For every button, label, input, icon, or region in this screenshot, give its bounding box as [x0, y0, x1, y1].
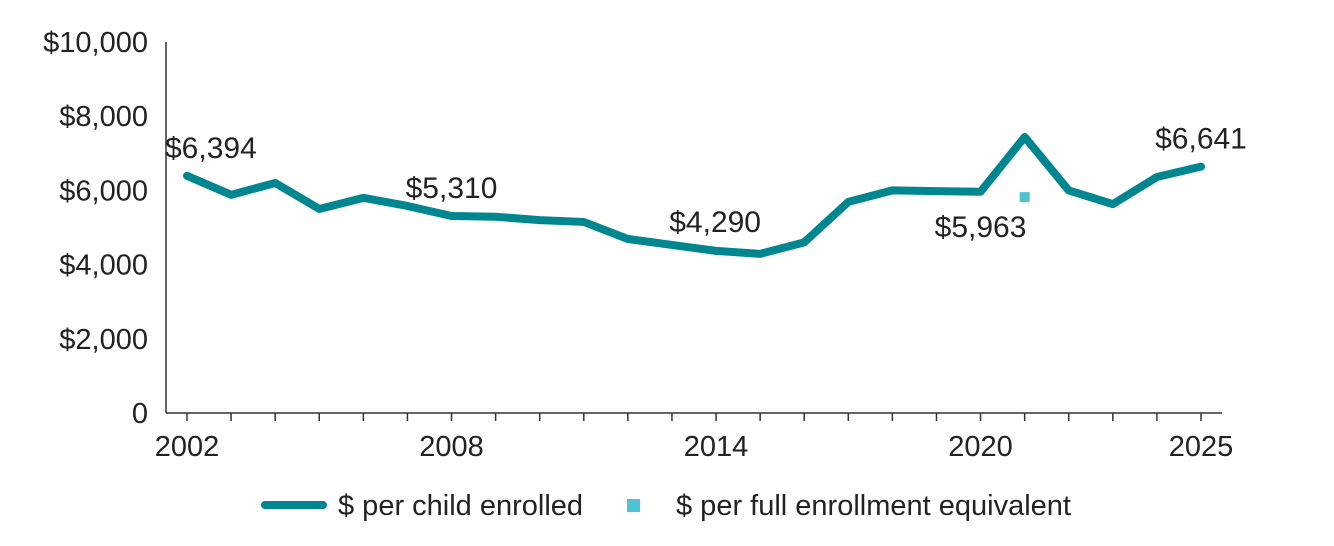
data-point-per-child [1067, 189, 1070, 192]
data-label: $6,641 [1155, 123, 1247, 156]
data-point-per-child [494, 215, 497, 218]
data-point-per-child [186, 174, 188, 177]
data-point-per-child [230, 193, 233, 196]
data-label: $6,394 [165, 132, 257, 165]
data-point-per-child [318, 207, 321, 210]
data-point-per-child [803, 241, 806, 244]
series-line-per-child [183, 132, 1205, 258]
data-point-per-child [935, 190, 938, 193]
data-label: $5,963 [935, 211, 1027, 244]
data-point-per-child [1200, 165, 1202, 168]
x-tick-label: 2002 [155, 431, 220, 463]
data-point-per-child [891, 189, 894, 192]
data-point-per-child [1155, 176, 1158, 179]
data-point-per-child [450, 214, 453, 217]
data-point-full-enrollment [1019, 192, 1030, 203]
y-tick-label: $10,000 [43, 27, 148, 59]
legend-label-full-enrollment: $ per full enrollment equivalent [676, 490, 1071, 522]
data-point-per-child [626, 238, 629, 241]
data-point-per-child [759, 252, 762, 255]
x-tick-label: 2025 [1169, 431, 1234, 463]
x-tick-label: 2008 [419, 431, 484, 463]
legend-label-per-child: $ per child enrolled [338, 490, 583, 522]
y-tick-label: $8,000 [59, 101, 148, 133]
data-point-per-child [847, 200, 850, 203]
data-label: $4,290 [669, 206, 761, 239]
y-tick-label: $2,000 [59, 324, 148, 356]
y-tick-label: 0 [132, 398, 148, 430]
data-label: $5,310 [406, 172, 498, 205]
data-point-per-child [1023, 135, 1026, 138]
legend-swatch-full-enrollment [627, 499, 640, 512]
y-tick-label: $4,000 [59, 250, 148, 282]
x-tick-label: 2020 [948, 431, 1013, 463]
y-tick-label: $6,000 [59, 175, 148, 207]
data-point-per-child [979, 190, 982, 193]
x-tick-label: 2014 [684, 431, 749, 463]
data-point-per-child [406, 204, 409, 207]
data-point-per-child [582, 220, 585, 223]
data-point-per-child [362, 196, 365, 199]
data-point-per-child [715, 249, 718, 252]
data-point-per-child [538, 219, 541, 222]
data-point-per-child [670, 243, 673, 246]
data-point-per-child [274, 181, 277, 184]
data-point-per-child [1111, 203, 1114, 206]
